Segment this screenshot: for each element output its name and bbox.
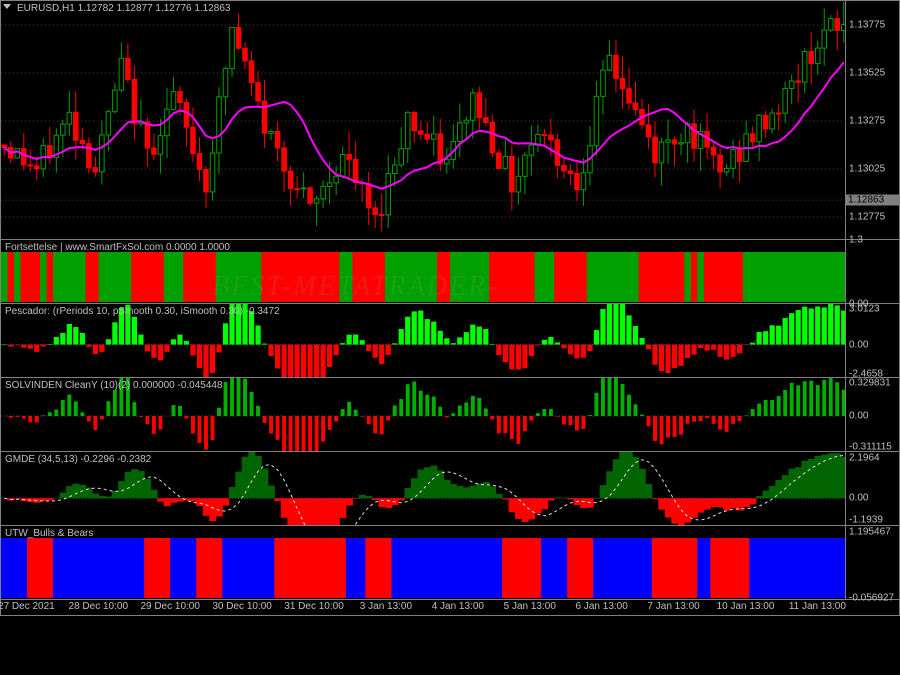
x-tick: 29 Dec 10:00 (140, 601, 200, 612)
gmde-panel[interactable]: GMDE (34,5,13) -0.2296 -0.2382 -1.19390.… (0, 452, 900, 526)
gmde-area[interactable]: GMDE (34,5,13) -0.2296 -0.2382 (1, 452, 845, 525)
gmde-y-axis: -1.19390.002.1964 (845, 452, 899, 525)
utw-area[interactable]: UTW_Bulls & Bears (1, 526, 845, 599)
x-tick: 30 Dec 10:00 (212, 601, 272, 612)
fortsettelse-y-axis: 0.001.3 (845, 240, 899, 303)
x-tick: 31 Dec 10:00 (284, 601, 344, 612)
main-chart-area[interactable]: EURUSD,H1 1.12782 1.12877 1.12776 1.1286… (1, 1, 845, 239)
x-tick: 7 Jan 13:00 (647, 601, 699, 612)
x-tick: 10 Jan 13:00 (717, 601, 775, 612)
main-price-panel[interactable]: EURUSD,H1 1.12782 1.12877 1.12776 1.1286… (0, 0, 900, 240)
main-chart-svg (1, 1, 845, 239)
solvinden-y-axis: -0.3111150.000.329831 (845, 378, 899, 451)
x-tick: 27 Dec 2021 (0, 601, 55, 612)
chart-container: EURUSD,H1 1.12782 1.12877 1.12776 1.1286… (0, 0, 900, 675)
x-tick: 4 Jan 13:00 (432, 601, 484, 612)
pescador-label: Pescador: (rPeriods 10, pSmooth 0.30, iS… (5, 306, 280, 317)
utw-svg (1, 526, 845, 599)
x-tick: 11 Jan 13:00 (789, 601, 846, 612)
main-label: EURUSD,H1 1.12782 1.12877 1.12776 1.1286… (17, 3, 231, 14)
pescador-area[interactable]: Pescador: (rPeriods 10, pSmooth 0.30, iS… (1, 304, 845, 377)
pescador-panel[interactable]: Pescador: (rPeriods 10, pSmooth 0.30, iS… (0, 304, 900, 378)
x-tick: 3 Jan 13:00 (360, 601, 412, 612)
price-current-box: 1.12863 (846, 195, 899, 206)
chevron-down-icon[interactable] (3, 4, 11, 9)
main-y-axis: 1.127751.128631.130251.132751.135251.137… (845, 1, 899, 239)
fortsettelse-label: Fortsettelse | www.SmartFxSol.com 0.0000… (5, 242, 230, 253)
x-tick: 5 Jan 13:00 (504, 601, 556, 612)
gmde-label: GMDE (34,5,13) -0.2296 -0.2382 (5, 454, 151, 465)
x-tick: 28 Dec 10:00 (69, 601, 129, 612)
x-tick: 6 Jan 13:00 (576, 601, 628, 612)
pescador-y-axis: -2.46580.003.0123 (845, 304, 899, 377)
solvinden-panel[interactable]: SOLVINDEN CleanY (10)(2) 0.000000 -0.045… (0, 378, 900, 452)
fortsettelse-area[interactable]: Fortsettelse | www.SmartFxSol.com 0.0000… (1, 240, 845, 303)
utw-label: UTW_Bulls & Bears (5, 528, 93, 539)
utw-panel[interactable]: UTW_Bulls & Bears -0.0569271.195467 (0, 526, 900, 600)
solvinden-area[interactable]: SOLVINDEN CleanY (10)(2) 0.000000 -0.045… (1, 378, 845, 451)
fortsettelse-panel[interactable]: Fortsettelse | www.SmartFxSol.com 0.0000… (0, 240, 900, 304)
x-axis: 27 Dec 2021 28 Dec 10:00 29 Dec 10:00 30 De… (0, 600, 900, 616)
utw-y-axis: -0.0569271.195467 (845, 526, 899, 599)
solvinden-label: SOLVINDEN CleanY (10)(2) 0.000000 -0.045… (5, 380, 223, 391)
